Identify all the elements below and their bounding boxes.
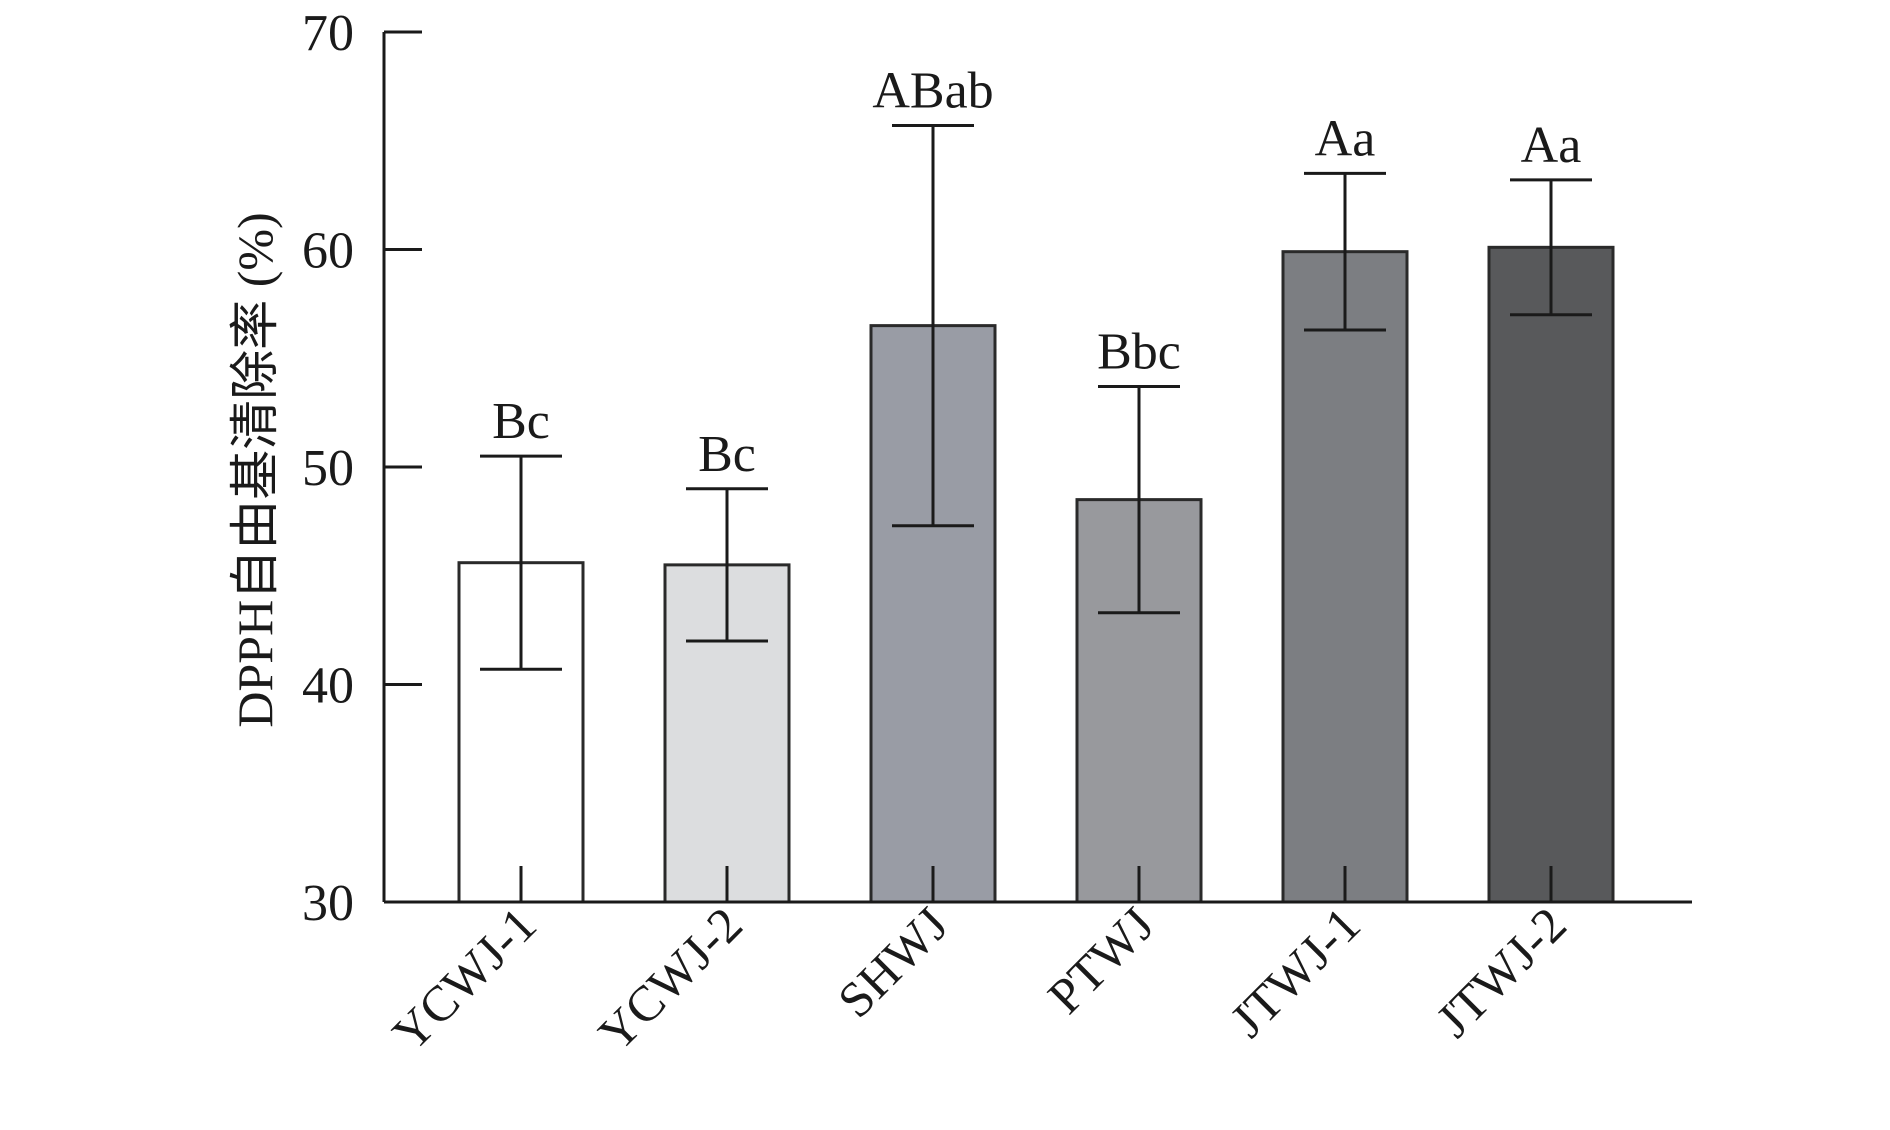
significance-label: Aa: [1521, 117, 1582, 174]
significance-label: Bbc: [1097, 324, 1181, 381]
x-tick-label: JTWJ-1: [1219, 896, 1371, 1048]
y-tick-label: 40: [302, 658, 354, 715]
x-tick-label: YCWJ-1: [381, 896, 546, 1061]
x-tick-label: PTWJ: [1037, 896, 1165, 1024]
x-tick-label: JTWJ-2: [1425, 896, 1577, 1048]
bar: [1487, 245, 1615, 904]
y-tick-label: 30: [302, 875, 354, 932]
x-tick-label: YCWJ-2: [587, 896, 752, 1061]
y-tick-label: 50: [302, 440, 354, 497]
significance-label: ABab: [872, 63, 993, 120]
significance-labels-group: Bc Bc ABab Bbc Aa Aa: [492, 63, 1581, 483]
significance-label: Bc: [698, 426, 756, 483]
x-tick-labels-group: YCWJ-1 YCWJ-2 SHWJ PTWJ JTWJ-1 JTWJ-2: [381, 896, 1576, 1061]
y-tick-label: 70: [302, 5, 354, 62]
y-axis-label: DPPH自由基清除率 (%): [227, 212, 283, 727]
y-tick-label: 60: [302, 223, 354, 280]
x-tick-label: SHWJ: [827, 896, 959, 1028]
significance-label: Aa: [1315, 110, 1376, 167]
y-ticks-group: 30 40 50 60 70: [302, 5, 422, 932]
bars-group: [457, 245, 1615, 904]
bar: [1281, 250, 1409, 904]
error-bars-group: [480, 124, 1592, 902]
significance-label: Bc: [492, 393, 550, 450]
